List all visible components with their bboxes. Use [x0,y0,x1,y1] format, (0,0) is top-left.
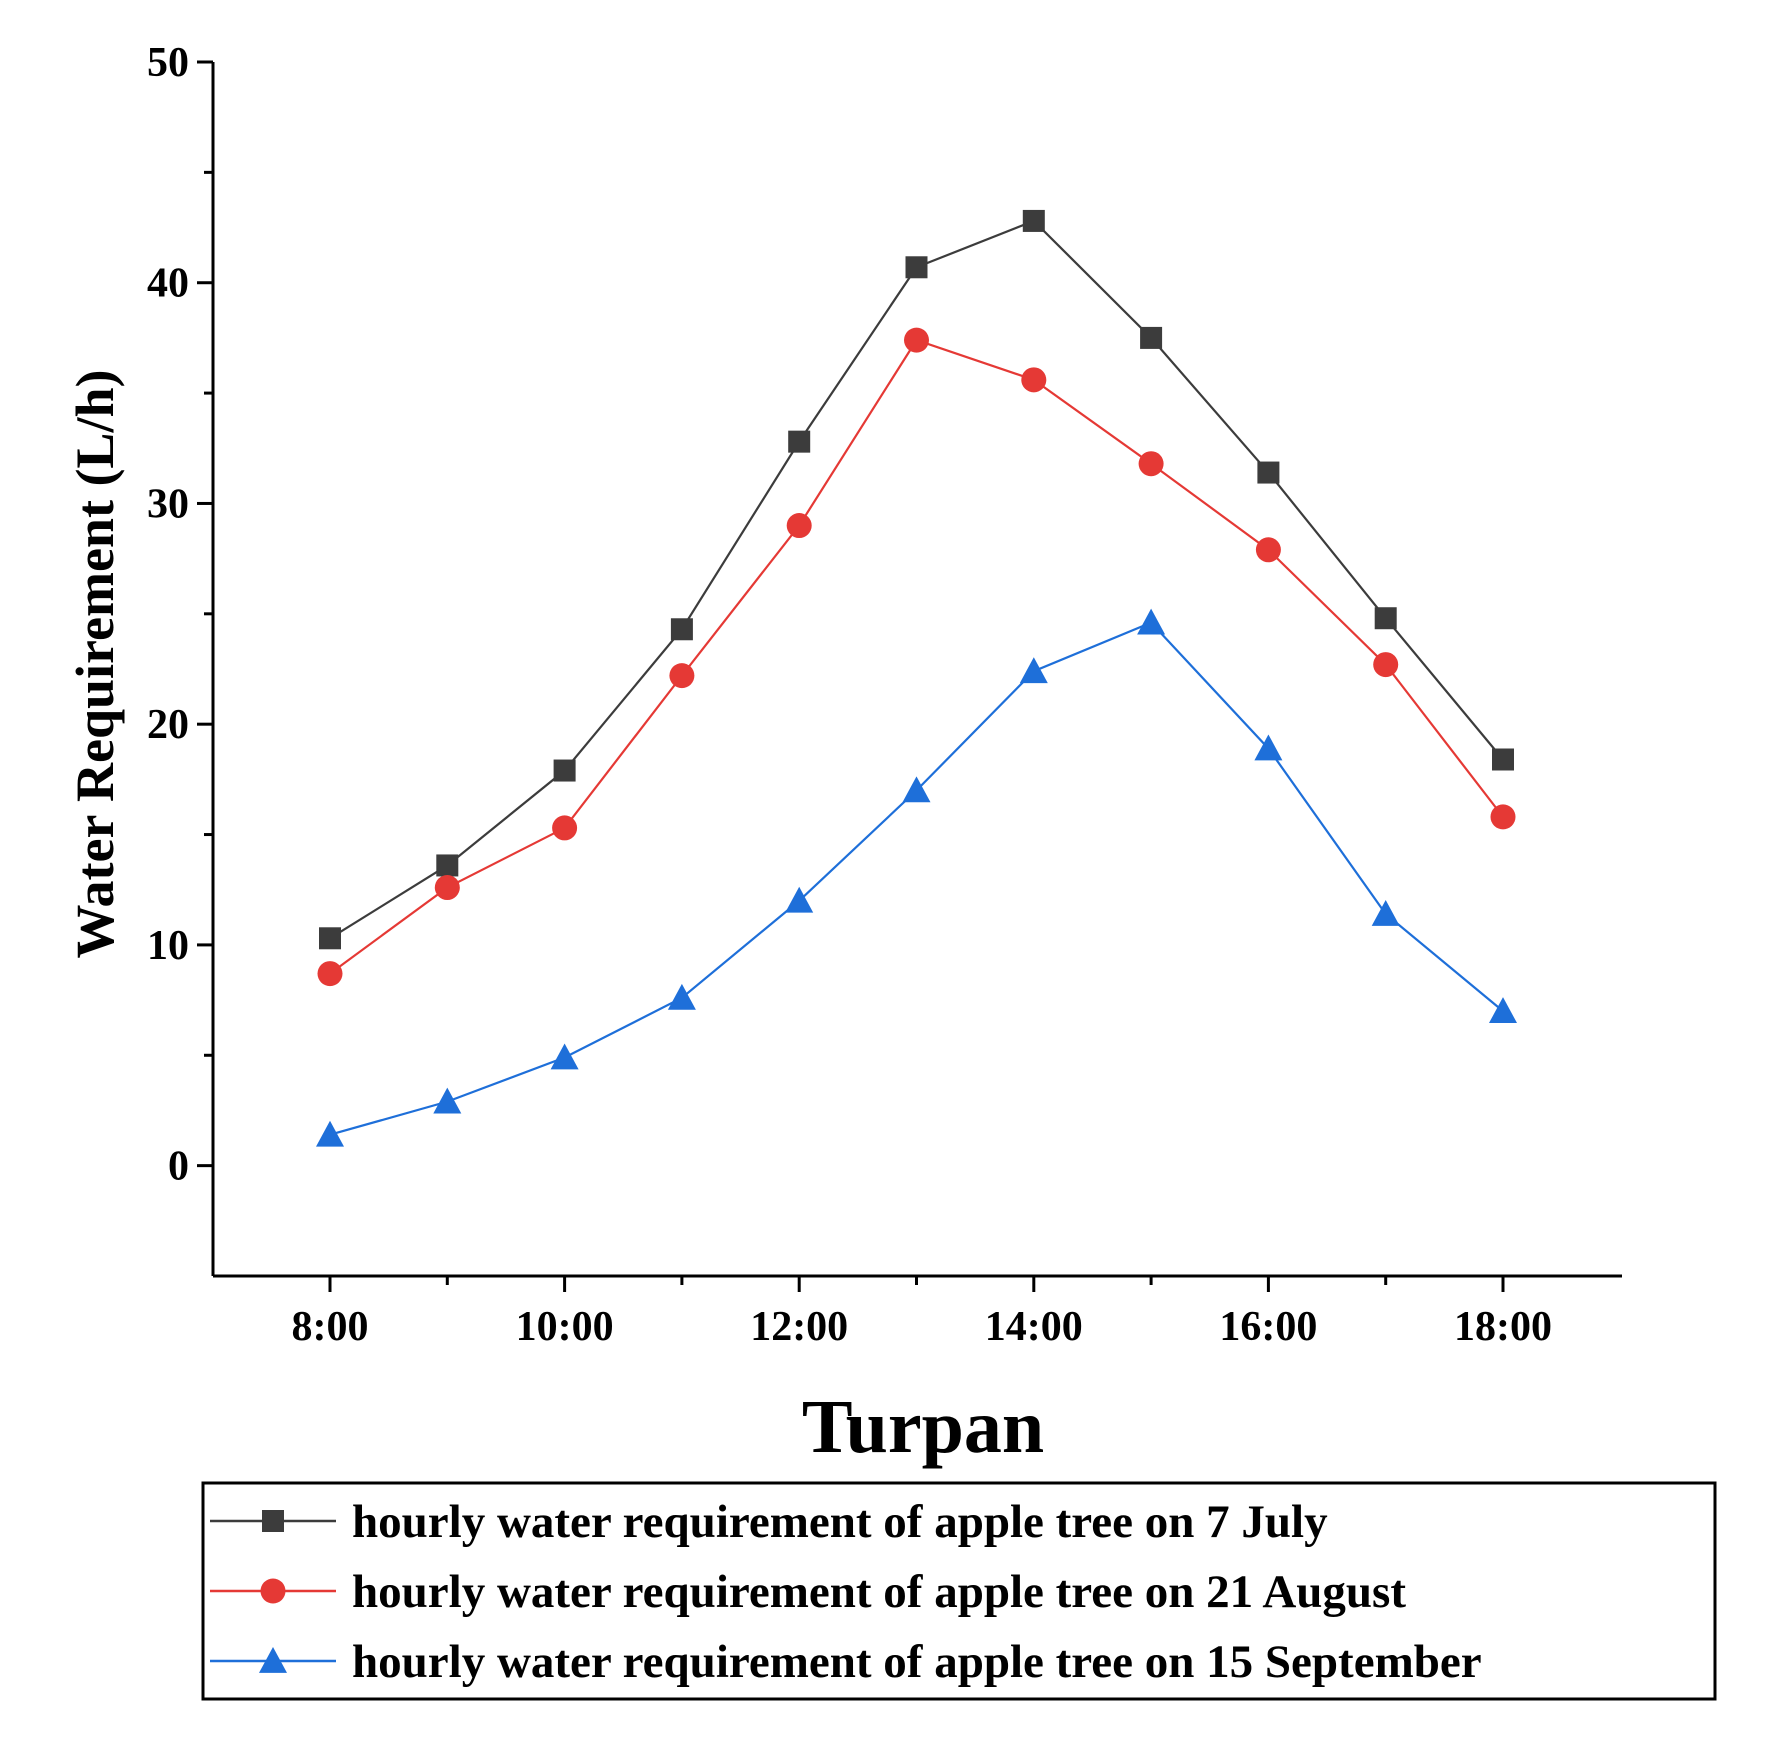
data-point [436,854,459,877]
series-line [329,338,1504,975]
legend-label: hourly water requirement of apple tree o… [352,1566,1406,1618]
data-point [1019,657,1048,684]
data-point [316,1120,344,1147]
series-line [329,621,1504,1136]
data-point [433,1087,462,1114]
series-square [319,209,1514,950]
series-circle [317,327,1516,987]
series-layer [316,209,1517,1147]
data-point [317,961,343,987]
data-point [1137,608,1166,635]
data-point [1492,748,1514,771]
legend-marker [262,1510,284,1532]
legend-entry: hourly water requirement of apple tree o… [210,1636,1482,1688]
legend-box [201,1481,1717,1701]
data-point [786,513,812,539]
y-tick-label: 30 [147,481,189,527]
data-point [1254,734,1283,761]
data-point [1138,451,1164,477]
y-tick-label: 10 [147,923,189,969]
data-point [788,430,811,453]
series-triangle [316,608,1517,1147]
x-tick-label: 14:00 [985,1304,1083,1350]
legend-marker [260,1578,286,1604]
x-tick-label: 16:00 [1219,1304,1317,1350]
legend-entry: hourly water requirement of apple tree o… [210,1496,1328,1548]
legend-label: hourly water requirement of apple tree o… [352,1496,1328,1548]
data-point [552,815,578,841]
y-tick-label: 0 [168,1144,189,1190]
data-point [1490,804,1516,830]
data-point [905,256,928,279]
data-point [1373,652,1399,678]
x-tick-label: 8:00 [292,1304,369,1350]
data-point [434,875,460,901]
data-point [670,618,693,641]
data-point [1489,997,1517,1024]
data-point [1257,461,1280,484]
data-point [904,327,929,353]
y-axis-title: Water Requirement (L/h) [65,370,125,959]
data-point [319,927,341,950]
x-axis-title: Turpan [802,1385,1044,1469]
legend: hourly water requirement of apple tree o… [201,1481,1717,1701]
data-point [1140,326,1163,349]
data-point [553,759,576,782]
data-point [667,983,696,1010]
x-tick-label: 18:00 [1454,1304,1552,1350]
data-point [1371,900,1400,926]
y-tick-label: 50 [147,40,189,86]
data-point [785,886,814,913]
legend-label: hourly water requirement of apple tree o… [352,1636,1482,1688]
y-tick-label: 20 [147,702,189,748]
data-point [1022,209,1045,232]
data-point [669,663,695,689]
data-point [902,776,931,803]
legend-marker [259,1647,287,1673]
x-tick-label: 10:00 [516,1304,614,1350]
data-point [1021,367,1047,393]
data-point [1374,607,1397,630]
data-point [1255,537,1281,563]
data-point [550,1043,579,1070]
legend-entry: hourly water requirement of apple tree o… [210,1566,1406,1618]
y-tick-label: 40 [147,261,189,307]
x-tick-label: 12:00 [750,1304,848,1350]
axes: 0 10 20 30 40 50 8:00 10:00 12:00 14:00 16:00 18:00 [147,40,1622,1350]
